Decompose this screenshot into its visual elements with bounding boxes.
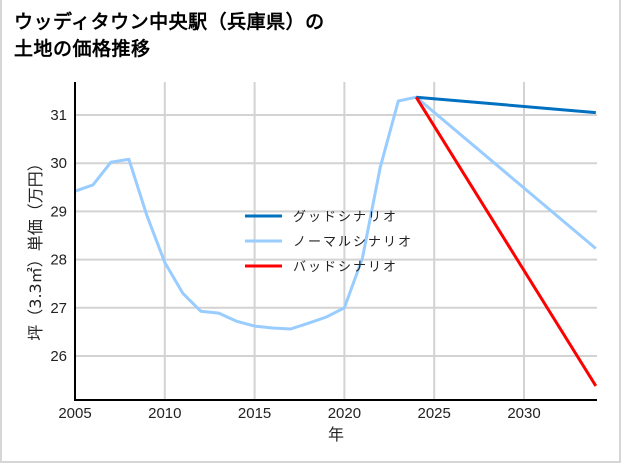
chart-title-line-2: 土地の価格推移 [14,38,151,60]
y-tick-label: 30 [50,155,67,172]
x-axis-label: 年 [328,425,344,444]
series-line [416,95,596,115]
y-tick-label: 29 [50,203,67,220]
chart-title-line-1: ウッディタウン中央駅（兵庫県）の [14,11,325,33]
legend-label: ノーマルシナリオ [293,235,413,250]
x-tick-label: 2030 [507,405,540,422]
y-axis-label: 坪（3.3㎡）単価（万円） [26,155,45,340]
y-tick-label: 27 [50,300,67,317]
grid-lines [75,82,597,400]
series-lines [74,95,598,387]
x-tick-labels: 2005 2010 2015 2020 2025 2030 [58,405,540,422]
x-tick-label: 2005 [58,405,91,422]
x-tick-label: 2015 [238,405,271,422]
chart-title: ウッディタウン中央駅（兵庫県）の 土地の価格推移 [14,9,325,63]
y-tick-label: 26 [50,348,67,365]
legend-label: グッドシナリオ [293,210,398,225]
y-tick-labels: 26 27 28 29 30 31 [50,107,67,365]
x-tick-label: 2020 [328,405,361,422]
y-tick-label: 28 [50,252,67,269]
legend-label: バッドシナリオ [293,260,398,275]
series-line [74,95,597,331]
series-line [414,96,598,387]
x-tick-label: 2025 [418,405,451,422]
y-tick-label: 31 [50,107,67,124]
axes [74,82,597,401]
x-tick-label: 2010 [148,405,181,422]
